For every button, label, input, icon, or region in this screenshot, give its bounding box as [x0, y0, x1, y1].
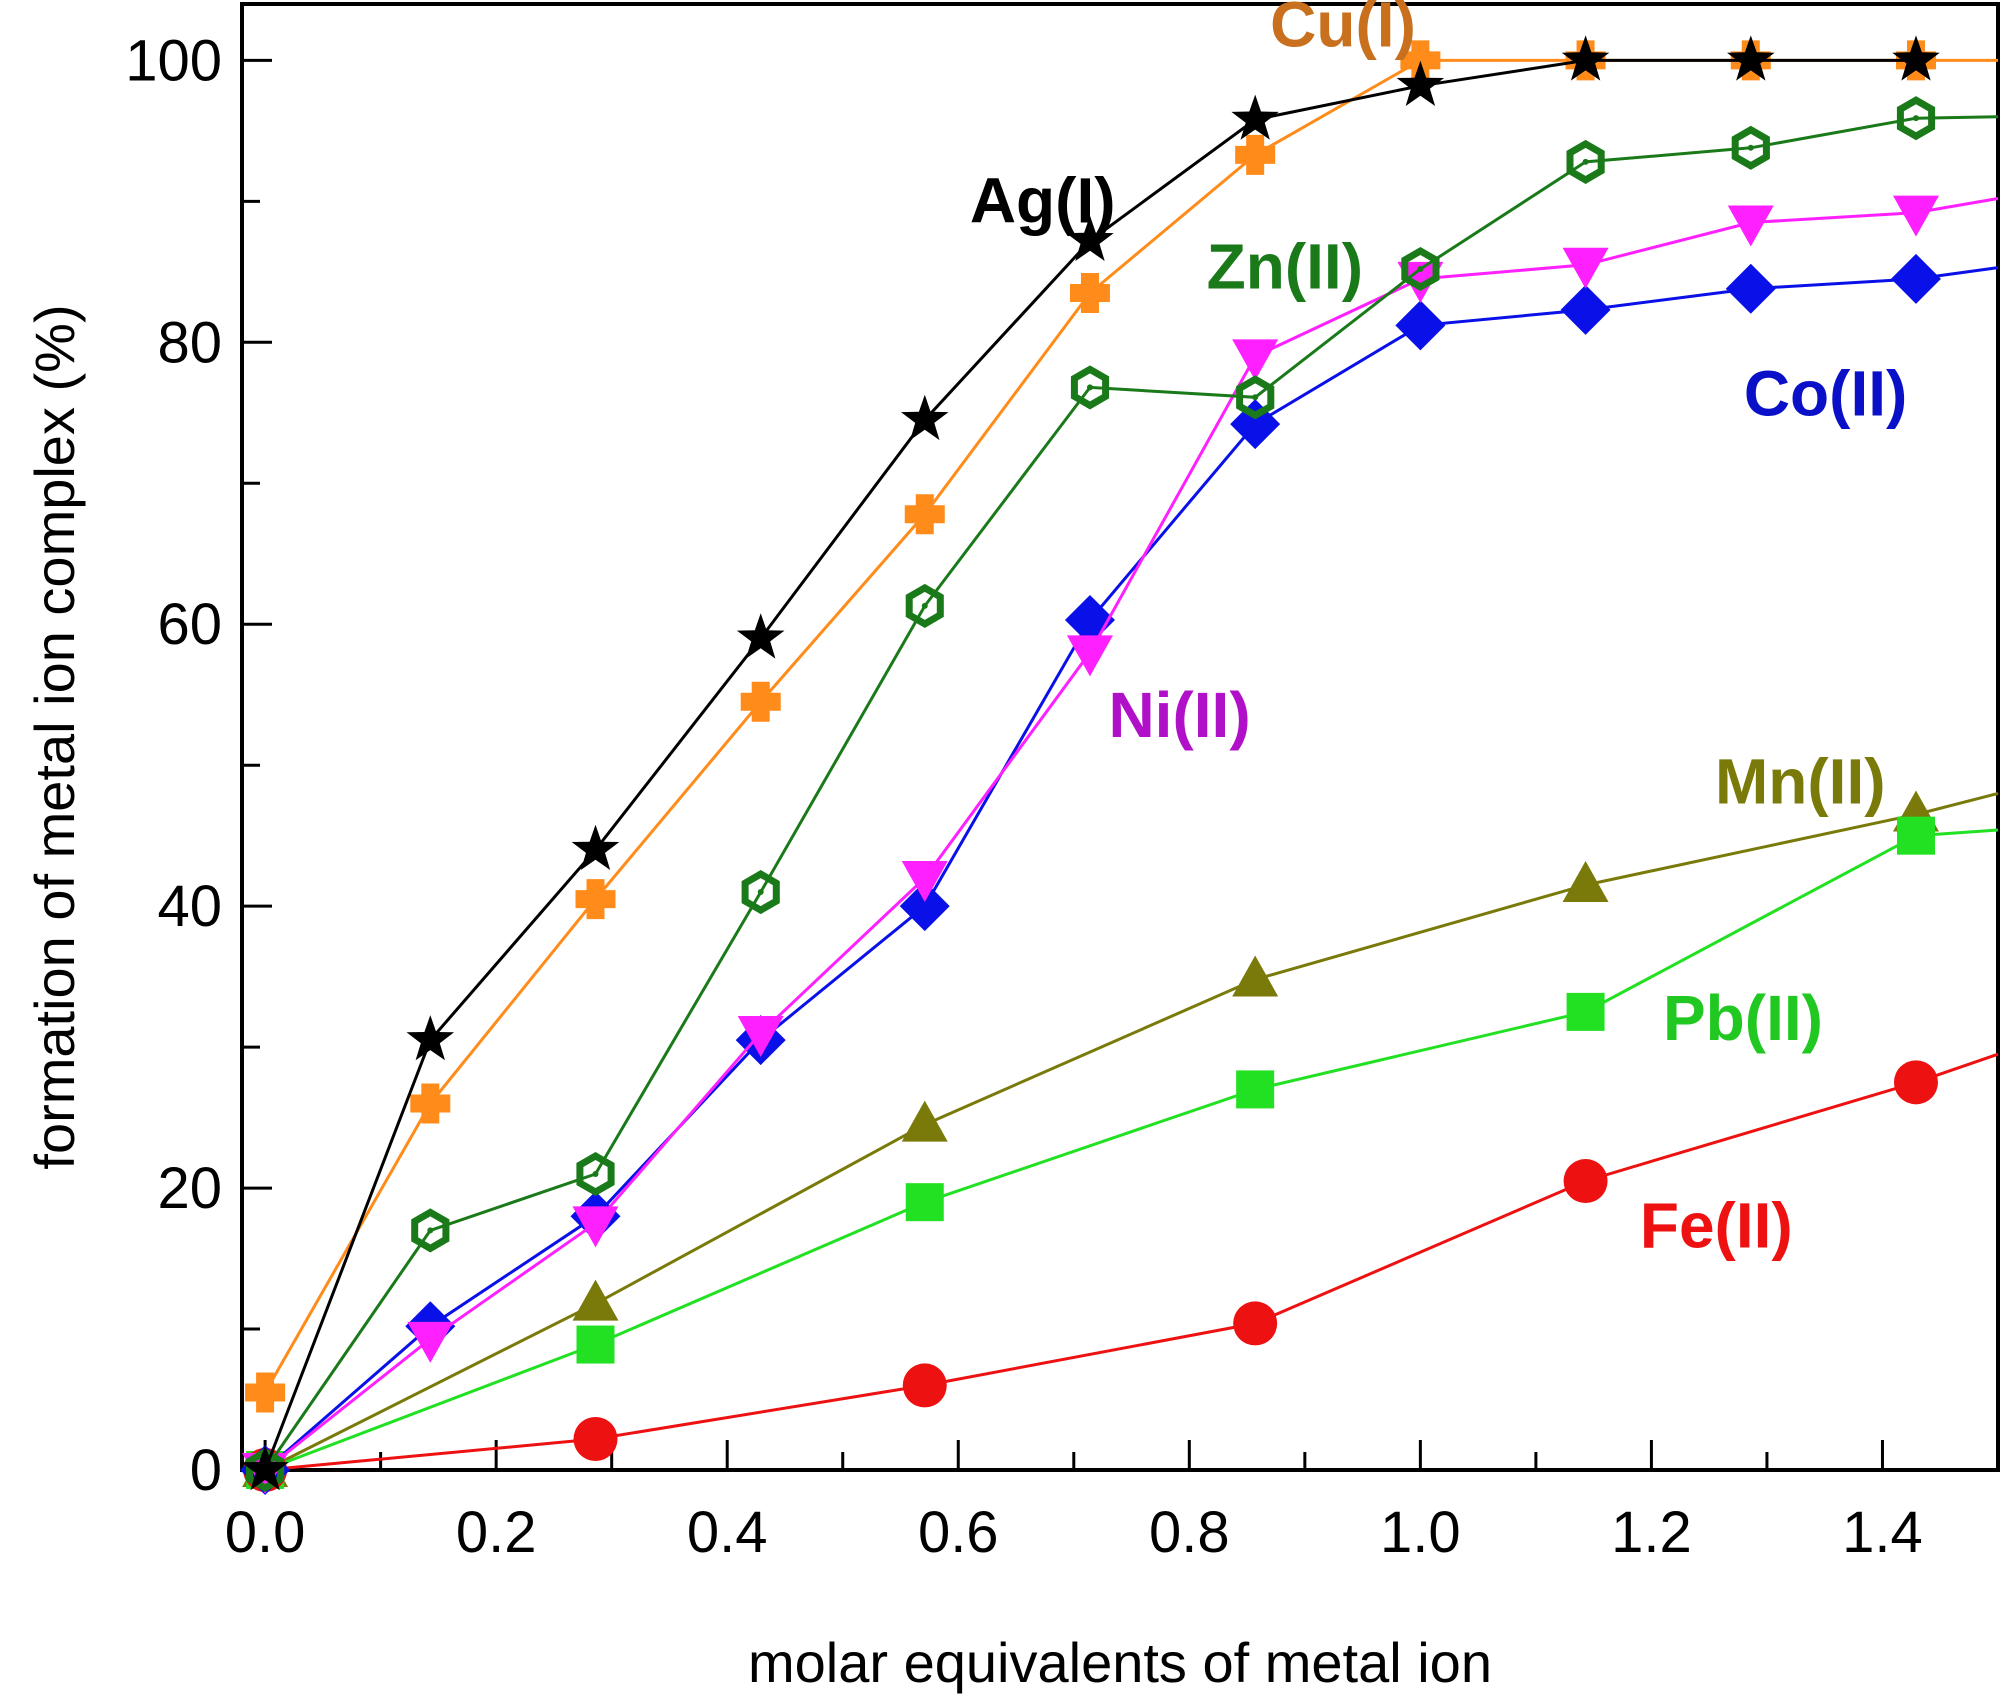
series-line-coii	[264, 266, 1999, 1472]
data-point-znii	[1070, 365, 1110, 410]
data-point-agi	[241, 1445, 289, 1491]
series-label-cui: Cu(I)	[1270, 0, 1416, 60]
series-coii	[240, 253, 1999, 1495]
x-tick-label: 1.4	[1842, 1500, 1923, 1565]
x-axis-title: molar equivalents of metal ion	[748, 1631, 1492, 1694]
data-point-niii	[1892, 195, 1939, 237]
series-line-niii	[264, 197, 1999, 1472]
data-point-znii	[576, 1151, 615, 1197]
series-znii	[246, 96, 1999, 1493]
data-point-agi	[1892, 35, 1940, 81]
data-point-znii	[1566, 139, 1605, 184]
y-tick-label: 0	[190, 1438, 222, 1503]
data-point-pbii	[1896, 816, 1935, 855]
series-niii	[242, 195, 1999, 1494]
series-line-znii	[263, 115, 1999, 1471]
x-tick-label: 0.8	[1149, 1500, 1230, 1565]
data-point-pbii	[1236, 1070, 1275, 1109]
data-point-agi	[571, 824, 620, 870]
data-point-agi	[1727, 35, 1775, 81]
series-agi	[241, 35, 1940, 1491]
data-point-coii	[1725, 263, 1776, 314]
series-label-niii: Ni(II)	[1108, 679, 1250, 751]
data-point-niii	[572, 1206, 619, 1248]
data-point-mnii	[901, 1100, 948, 1142]
data-point-feii	[1233, 1301, 1278, 1346]
data-point-mnii	[1232, 955, 1279, 997]
data-point-agi	[736, 613, 785, 659]
data-point-niii	[901, 860, 948, 902]
x-tick-label: 1.2	[1611, 1500, 1692, 1565]
data-point-agi	[1066, 215, 1114, 261]
x-tick-label: 1.0	[1380, 1500, 1461, 1565]
data-point-cui	[410, 1083, 451, 1124]
data-point-znii	[1401, 246, 1440, 292]
data-point-feii	[902, 1363, 947, 1408]
data-point-niii	[1066, 635, 1113, 677]
data-point-niii	[1397, 261, 1444, 303]
y-tick-label: 40	[157, 874, 222, 939]
data-point-agi	[901, 394, 949, 441]
y-tick-label: 20	[157, 1156, 222, 1221]
y-tick-label: 80	[157, 310, 222, 375]
data-point-cui	[1069, 272, 1110, 313]
y-axis-title: formation of metal ion complex (%)	[23, 304, 86, 1169]
series-pbii	[246, 816, 1999, 1489]
series-line-pbii	[264, 828, 1999, 1472]
data-point-niii	[1727, 205, 1774, 247]
data-point-cui	[1235, 134, 1276, 175]
data-point-feii	[573, 1416, 618, 1461]
data-point-agi	[406, 1015, 455, 1061]
series-label-znii: Zn(II)	[1207, 231, 1363, 303]
y-tick-label: 100	[125, 28, 222, 93]
x-tick-label: 0.0	[225, 1500, 306, 1565]
data-point-cui	[575, 879, 616, 920]
x-tick-label: 0.6	[918, 1500, 999, 1565]
series-label-feii: Fe(II)	[1640, 1189, 1793, 1261]
series-feii	[243, 1052, 1999, 1492]
series-label-mnii: Mn(II)	[1715, 745, 1886, 817]
data-point-znii	[1731, 125, 1770, 170]
data-point-znii	[1236, 375, 1275, 420]
data-point-niii	[1232, 339, 1279, 381]
data-point-niii	[407, 1321, 454, 1363]
series-mnii	[242, 790, 1999, 1487]
data-point-agi	[1396, 60, 1445, 106]
series-label-coii: Co(II)	[1744, 358, 1908, 430]
data-point-znii	[905, 583, 944, 628]
series-label-pbii: Pb(II)	[1663, 982, 1823, 1054]
data-point-coii	[1395, 300, 1446, 351]
data-point-znii	[741, 870, 780, 915]
data-point-agi	[1561, 35, 1610, 81]
data-point-znii	[1896, 96, 1936, 141]
data-point-cui	[740, 681, 781, 722]
x-tick-label: 0.2	[456, 1500, 537, 1565]
series-label-agi: Ag(I)	[970, 164, 1116, 236]
data-point-pbii	[905, 1183, 944, 1222]
data-point-pbii	[576, 1325, 615, 1364]
data-point-coii	[1560, 284, 1611, 335]
data-point-feii	[1563, 1159, 1608, 1204]
plot-area-frame	[240, 2, 2000, 1472]
y-tick-label: 60	[157, 592, 222, 657]
data-point-coii	[899, 881, 950, 932]
data-point-cui	[1400, 40, 1441, 81]
data-point-mnii	[1562, 861, 1609, 903]
data-point-znii	[411, 1208, 450, 1253]
x-tick-label: 0.4	[687, 1500, 768, 1565]
data-point-niii	[737, 1016, 784, 1058]
data-point-cui	[904, 494, 945, 535]
data-point-feii	[1893, 1060, 1938, 1105]
data-point-coii	[1890, 253, 1941, 304]
data-point-agi	[1231, 94, 1279, 140]
data-point-cui	[245, 1372, 286, 1413]
data-point-niii	[1562, 247, 1609, 289]
data-point-mnii	[572, 1279, 619, 1321]
data-point-pbii	[1566, 992, 1605, 1031]
